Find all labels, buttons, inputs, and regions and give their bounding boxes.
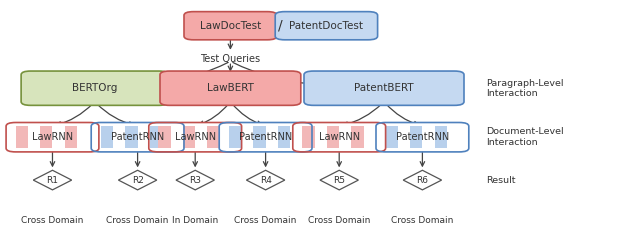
Text: R5: R5 [333,176,345,184]
Bar [207,126,220,148]
Text: R2: R2 [132,176,143,184]
FancyBboxPatch shape [6,122,99,152]
Bar [290,126,302,148]
Polygon shape [246,170,285,190]
FancyBboxPatch shape [293,122,385,152]
Text: Result: Result [486,176,516,184]
Text: R4: R4 [260,176,271,184]
Text: Cross Domain: Cross Domain [234,216,297,225]
FancyBboxPatch shape [304,71,464,105]
Bar [113,126,125,148]
Bar [278,126,290,148]
Text: In Domain: In Domain [172,216,218,225]
Bar [65,126,77,148]
Bar [40,126,52,148]
FancyBboxPatch shape [92,122,184,152]
Bar [101,126,113,148]
Text: R3: R3 [189,176,201,184]
Text: Document-Level
Interaction: Document-Level Interaction [486,127,564,147]
Bar [266,126,278,148]
Text: Cross Domain: Cross Domain [106,216,169,225]
Bar [159,126,171,148]
FancyBboxPatch shape [21,71,168,105]
Bar [339,126,351,148]
Text: LawRNN: LawRNN [319,132,360,142]
Bar [229,126,241,148]
Bar [422,126,435,148]
Bar [410,126,422,148]
Polygon shape [403,170,442,190]
Text: R6: R6 [417,176,428,184]
Text: /: / [278,19,283,33]
Text: Cross Domain: Cross Domain [21,216,84,225]
Text: PatentRNN: PatentRNN [111,132,164,142]
FancyBboxPatch shape [184,12,277,40]
Text: Paragraph-Level
Interaction: Paragraph-Level Interaction [486,78,564,98]
Text: Cross Domain: Cross Domain [308,216,371,225]
Bar [183,126,195,148]
Bar [52,126,65,148]
Text: R1: R1 [47,176,58,184]
Bar [385,126,398,148]
Text: Cross Domain: Cross Domain [391,216,454,225]
Bar [435,126,447,148]
Bar [447,126,460,148]
FancyBboxPatch shape [219,122,312,152]
Bar [77,126,90,148]
Bar [398,126,410,148]
Text: PatentDocTest: PatentDocTest [289,21,364,31]
Bar [220,126,232,148]
Text: LawRNN: LawRNN [32,132,73,142]
Bar [171,126,183,148]
Bar [253,126,266,148]
Bar [28,126,40,148]
Bar [364,126,376,148]
Text: LawDocTest: LawDocTest [200,21,261,31]
Bar [15,126,28,148]
FancyBboxPatch shape [275,12,378,40]
Text: Test Queries: Test Queries [200,54,260,64]
Bar [327,126,339,148]
Text: LawRNN: LawRNN [175,132,216,142]
Text: PatentBERT: PatentBERT [354,83,414,93]
Polygon shape [33,170,72,190]
Text: LawBERT: LawBERT [207,83,254,93]
Bar [303,126,315,148]
Bar [351,126,364,148]
Bar [125,126,138,148]
Bar [162,126,175,148]
Bar [138,126,150,148]
Polygon shape [320,170,358,190]
Text: PatentRNN: PatentRNN [239,132,292,142]
Polygon shape [118,170,157,190]
Text: BERTOrg: BERTOrg [72,83,117,93]
Bar [315,126,327,148]
FancyBboxPatch shape [148,122,242,152]
Text: PatentRNN: PatentRNN [396,132,449,142]
Bar [241,126,253,148]
Polygon shape [176,170,214,190]
FancyBboxPatch shape [160,71,301,105]
Bar [150,126,162,148]
Bar [195,126,207,148]
FancyBboxPatch shape [376,122,468,152]
